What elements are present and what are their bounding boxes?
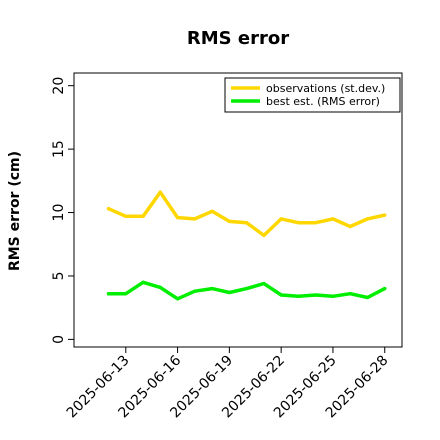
- x-axis: 2025-06-132025-06-162025-06-192025-06-22…: [64, 347, 392, 421]
- y-axis-label: RMS error (cm): [7, 151, 23, 271]
- data-point-1: [331, 217, 335, 221]
- data-point-2: [348, 292, 352, 296]
- y-tick-label: 15: [51, 140, 67, 158]
- data-point-1: [365, 217, 370, 221]
- data-point-1: [176, 216, 180, 220]
- data-point-2: [210, 287, 214, 291]
- series-line-1: [106, 190, 387, 238]
- data-point-1: [210, 209, 214, 213]
- data-point-1: [279, 217, 283, 221]
- data-point-1: [296, 221, 300, 225]
- legend: observations (st.dev.)best est. (RMS err…: [224, 77, 401, 113]
- data-point-2: [141, 280, 145, 284]
- data-point-2: [193, 289, 197, 293]
- series-line-2: [106, 280, 387, 301]
- series-layer: [106, 190, 387, 301]
- y-tick-label: 20: [51, 77, 67, 95]
- y-tick-label: 10: [51, 204, 67, 222]
- data-point-1: [158, 190, 162, 194]
- data-point-1: [262, 233, 266, 237]
- chart-title: RMS error: [187, 28, 289, 49]
- data-point-2: [176, 297, 180, 301]
- data-point-2: [365, 295, 370, 300]
- legend-label-2: best est. (RMS error): [266, 95, 380, 108]
- data-point-1: [227, 219, 231, 223]
- data-point-1: [124, 214, 128, 218]
- data-point-2: [124, 292, 128, 296]
- data-point-1: [245, 221, 249, 225]
- data-point-1: [348, 224, 352, 229]
- data-point-2: [227, 290, 231, 295]
- data-point-2: [106, 292, 111, 296]
- data-point-1: [314, 221, 318, 225]
- data-point-1: [383, 213, 387, 217]
- plot-area-frame: [73, 72, 403, 348]
- y-tick-label: 5: [51, 272, 67, 281]
- data-point-2: [262, 282, 266, 286]
- data-point-1: [106, 207, 111, 211]
- data-point-2: [296, 294, 300, 298]
- y-tick-label: 0: [51, 335, 67, 344]
- data-point-1: [193, 217, 197, 221]
- legend-label-1: observations (st.dev.): [266, 82, 385, 95]
- data-point-1: [141, 214, 145, 218]
- data-point-2: [331, 294, 335, 298]
- y-axis: 0 5 10 15 20: [51, 77, 74, 344]
- data-point-2: [245, 287, 249, 291]
- data-point-2: [314, 293, 318, 297]
- data-point-2: [158, 285, 162, 289]
- data-point-2: [279, 293, 283, 297]
- data-point-2: [383, 287, 387, 291]
- legend-box: [224, 77, 401, 113]
